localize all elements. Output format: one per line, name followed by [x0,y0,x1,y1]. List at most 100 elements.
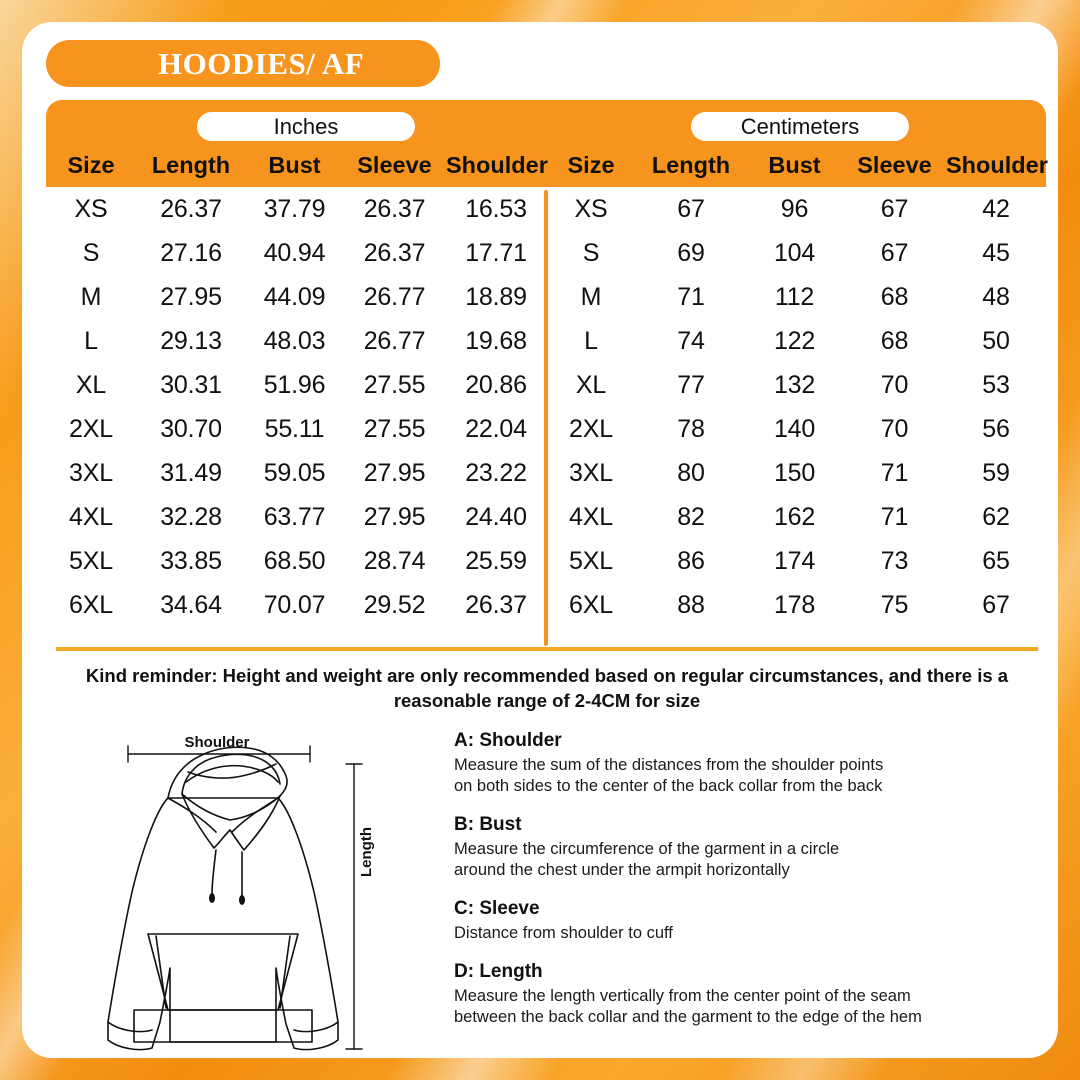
cell-length-cm: 69 [677,238,705,267]
cell-sleeve-inches: 26.77 [363,326,426,355]
cell-size-cm: 2XL [569,414,613,443]
unit-pill-centimeters: Centimeters [691,112,909,141]
table-row: M 27.95 44.09 26.77 18.89 [46,275,546,319]
measurement-instructions: A: Shoulder Measure the sum of the dista… [454,730,1034,1045]
table-row: XS 26.37 37.79 26.37 16.53 [46,187,546,231]
cell-shoulder-inches: 22.04 [465,414,527,443]
cell-sleeve-cm: 68 [880,326,909,355]
instruction-title: C: Sleeve [454,898,540,919]
cell-shoulder-inches: 19.68 [465,326,527,355]
size-table-centimeters: XS 67 96 67 42 S 69 104 67 45 M 71 112 68 48 L 74 122 68 50… [546,187,1046,650]
column-headers-inches: Size Length Bust Sleeve Shoulder [46,148,547,182]
header-shoulder-cm: Shoulder [946,152,1048,178]
cell-bust-inches: 55.11 [264,414,325,443]
cell-bust-cm: 96 [780,194,809,223]
instruction-length: D: Length Measure the length vertically … [454,961,1034,1028]
cell-size-cm: 3XL [569,458,613,487]
cell-bust-cm: 122 [773,326,816,355]
table-row: 3XL 31.49 59.05 27.95 23.22 [46,451,546,495]
cell-length-cm: 77 [677,370,705,399]
cell-shoulder-cm: 65 [982,546,1010,575]
size-table-inches: XS 26.37 37.79 26.37 16.53 S 27.16 40.94 26.37 17… [46,187,546,650]
table-row: 2XL 30.70 55.11 27.55 22.04 [46,407,546,451]
table-row: 4XL 32.28 63.77 27.95 24.40 [46,495,546,539]
cell-sleeve-inches: 27.55 [363,414,426,443]
instruction-title: D: Length [454,961,543,982]
header-length-inches: Length [151,152,231,178]
header-sleeve-cm: Sleeve [857,152,932,178]
cell-size-inches: 6XL [69,590,113,619]
cell-length-inches: 31.49 [160,458,222,487]
cell-sleeve-cm: 75 [880,590,909,619]
cell-size-cm: 5XL [569,546,613,575]
cell-size-inches: XS [74,194,108,223]
cell-size-inches: 3XL [69,458,113,487]
cell-length-cm: 67 [677,194,705,223]
cell-sleeve-inches: 26.77 [363,282,426,311]
cell-shoulder-inches: 18.89 [465,282,527,311]
content-panel: HOODIES/ AF Inches Centimeters Size Leng… [22,22,1058,1058]
page-title: HOODIES/ AF [158,45,365,81]
cell-shoulder-inches: 16.53 [465,194,527,223]
length-dimension-line [345,763,363,1050]
header-sleeve-inches: Sleeve [357,152,432,178]
cell-sleeve-inches: 27.95 [363,458,426,487]
header-bust-inches: Bust [268,152,321,178]
size-table-body: XS 26.37 37.79 26.37 16.53 S 27.16 40.94 26.37 17… [46,187,1046,650]
table-row: 4XL 82 162 71 62 [546,495,1046,539]
cell-size-inches: 5XL [69,546,113,575]
table-row: 6XL 88 178 75 67 [546,583,1046,627]
cell-length-inches: 34.64 [160,590,222,619]
unit-pill-inches: Inches [197,112,415,141]
cell-bust-cm: 132 [773,370,816,399]
column-header-row: Size Length Bust Sleeve Shoulder Size Le… [46,148,1048,182]
cell-length-cm: 86 [677,546,705,575]
instruction-title: B: Bust [454,814,522,835]
cell-shoulder-cm: 45 [982,238,1010,267]
table-row: XS 67 96 67 42 [546,187,1046,231]
cell-size-cm: XS [574,194,608,223]
cell-sleeve-inches: 26.37 [363,194,426,223]
title-badge: HOODIES/ AF [46,40,440,87]
cell-bust-cm: 112 [774,282,815,311]
instruction-body: Measure the circumference of the garment… [454,840,840,879]
reminder-text: Kind reminder: Height and weight are onl… [85,665,1009,711]
column-headers-centimeters: Size Length Bust Sleeve Shoulder [546,148,1048,182]
cell-size-inches: M [80,282,102,311]
cell-length-inches: 26.37 [160,194,222,223]
cell-length-cm: 74 [677,326,705,355]
cell-bust-cm: 178 [773,590,816,619]
header-size-inches: Size [67,152,115,178]
cell-shoulder-inches: 20.86 [465,370,527,399]
cell-size-cm: M [580,282,602,311]
cell-shoulder-cm: 48 [982,282,1010,311]
cell-shoulder-inches: 24.40 [465,502,527,531]
cell-sleeve-cm: 67 [880,238,909,267]
shoulder-dimension-label: Shoulder [184,734,250,751]
cell-sleeve-inches: 27.95 [363,502,426,531]
cell-length-cm: 82 [677,502,705,531]
cell-sleeve-cm: 68 [880,282,909,311]
cell-shoulder-inches: 17.71 [465,238,527,267]
cell-size-cm: L [584,326,598,355]
cell-size-inches: 4XL [69,502,113,531]
table-row: XL 77 132 70 53 [546,363,1046,407]
cell-bust-inches: 44.09 [263,282,326,311]
cell-length-inches: 32.28 [160,502,222,531]
cell-shoulder-cm: 67 [982,590,1010,619]
cell-sleeve-cm: 71 [880,458,909,487]
cell-size-cm: 4XL [569,502,613,531]
cell-shoulder-cm: 59 [982,458,1010,487]
cell-shoulder-cm: 62 [982,502,1010,531]
horizontal-divider [56,647,1038,651]
table-row: M 71 112 68 48 [546,275,1046,319]
cell-size-inches: L [84,326,98,355]
cell-length-inches: 29.13 [160,326,222,355]
cell-shoulder-inches: 23.22 [465,458,527,487]
cell-sleeve-cm: 73 [880,546,909,575]
cell-sleeve-cm: 71 [880,502,909,531]
instruction-sleeve: C: Sleeve Distance from shoulder to cuff [454,898,1034,944]
cell-sleeve-inches: 28.74 [363,546,426,575]
table-row: 6XL 34.64 70.07 29.52 26.37 [46,583,546,627]
